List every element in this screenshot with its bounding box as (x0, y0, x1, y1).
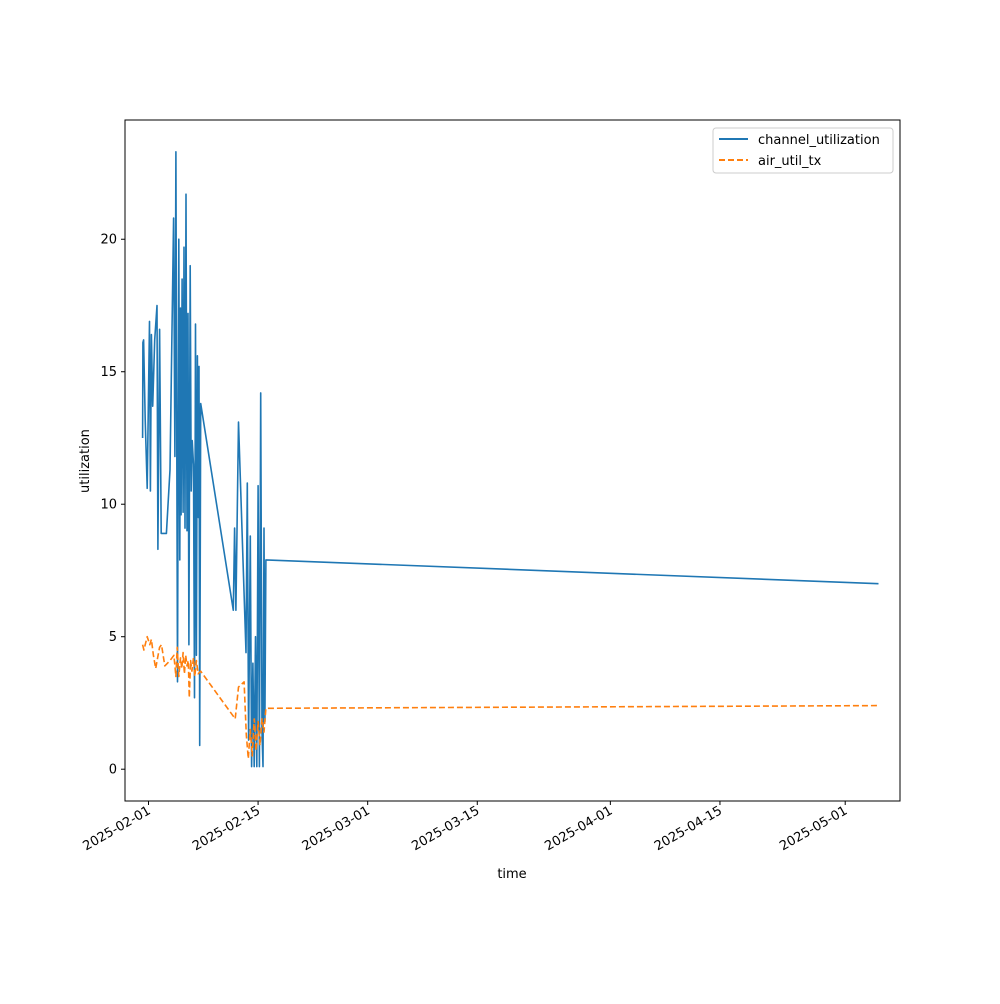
plot-layer (141, 151, 879, 768)
series-line-channel-utilization (141, 151, 879, 768)
y-axis-label: utilization (78, 429, 93, 493)
legend-label-air-util-tx: air_util_tx (758, 154, 822, 169)
legend: channel_utilization air_util_tx (712, 127, 894, 174)
y-tick-label: 5 (109, 630, 117, 645)
y-tick-label: 20 (100, 233, 117, 248)
y-tick-label: 15 (100, 365, 117, 380)
x-axis-label: time (497, 867, 526, 882)
axes-frame (124, 119, 901, 802)
y-tick-label: 0 (109, 763, 117, 778)
series-line-air-util-tx (141, 635, 879, 760)
legend-label-channel-utilization: channel_utilization (758, 133, 880, 148)
legend-box (712, 127, 894, 174)
y-tick-label: 10 (100, 498, 117, 513)
